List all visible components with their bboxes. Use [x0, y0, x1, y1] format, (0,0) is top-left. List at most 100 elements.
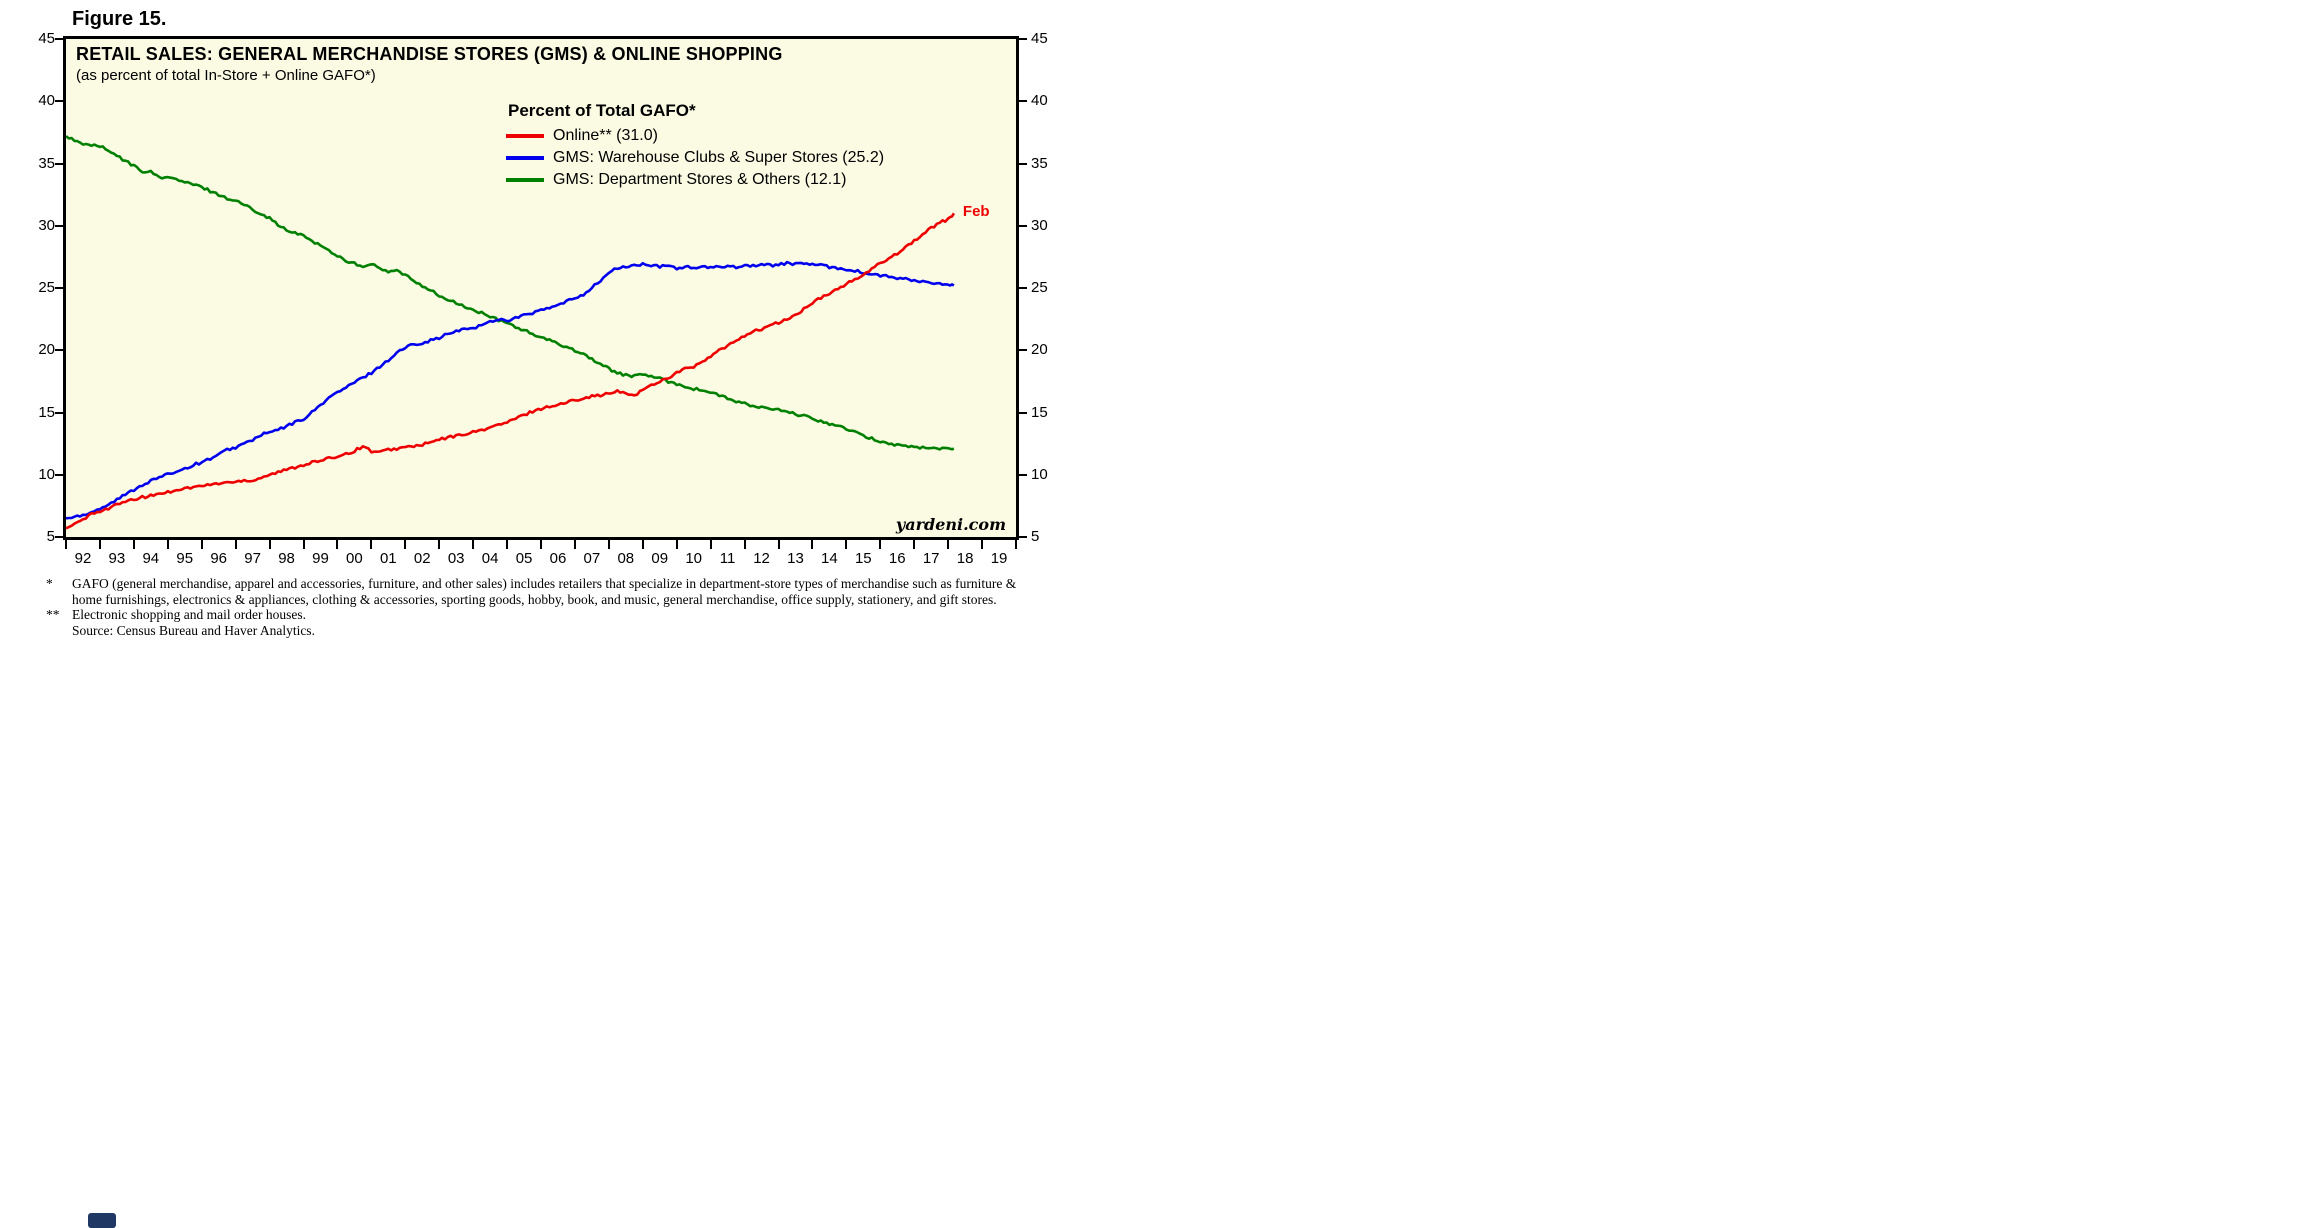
- y-axis-tick: [55, 162, 63, 165]
- y-axis-tick: [1019, 287, 1027, 289]
- y-axis-tick: [55, 349, 63, 352]
- legend-title: Percent of Total GAFO*: [508, 101, 696, 120]
- footnote-2: Source: Census Bureau and Haver Analytic…: [46, 623, 1036, 639]
- legend-label: Online** (31.0): [553, 127, 658, 144]
- legend-entry-2: GMS: Department Stores & Others (12.1): [506, 171, 884, 189]
- y-axis-tick: [55, 38, 63, 40]
- x-axis-label: 09: [651, 550, 669, 567]
- x-axis-label: 99: [312, 550, 329, 567]
- y-axis-label-right: 35: [1031, 154, 1048, 172]
- legend-swatch-icon: [506, 178, 544, 182]
- x-axis-tick: [234, 540, 237, 549]
- x-axis-label: 00: [346, 550, 363, 567]
- y-axis-label-right: 5: [1031, 528, 1040, 545]
- x-axis-label: 95: [176, 550, 194, 567]
- y-axis-label-right: 40: [1031, 92, 1048, 110]
- x-axis-tick: [336, 540, 339, 549]
- series-line-2: [66, 135, 955, 451]
- y-axis-tick: [1019, 162, 1027, 165]
- x-axis-tick: [709, 540, 712, 549]
- screen-corner-artifact: [88, 1213, 116, 1228]
- x-axis-label: 18: [956, 550, 974, 567]
- y-axis-label-left: 40: [38, 92, 55, 110]
- chart-subtitle: (as percent of total In-Store + Online G…: [76, 67, 376, 84]
- y-axis-tick: [1019, 473, 1027, 476]
- x-axis-tick: [947, 540, 950, 549]
- x-axis-label: 14: [821, 550, 838, 567]
- legend-entries: Online** (31.0) GMS: Warehouse Clubs & Su…: [506, 127, 884, 189]
- y-axis-label-right: 15: [1031, 403, 1048, 421]
- x-axis-label: 92: [74, 550, 92, 567]
- x-axis-tick: [438, 540, 441, 549]
- x-axis-tick: [607, 540, 610, 549]
- y-axis-label-right: 20: [1031, 341, 1048, 359]
- y-axis-label-left: 45: [38, 30, 55, 47]
- y-axis-label-right: 30: [1031, 216, 1048, 234]
- watermark: yardeni.com: [895, 515, 1006, 534]
- footnote-text: Electronic shopping and mail order house…: [72, 607, 306, 622]
- y-axis-tick: [55, 100, 63, 103]
- y-axis-label-right: 10: [1031, 465, 1048, 483]
- x-axis-label: 01: [379, 550, 397, 567]
- x-axis-tick: [675, 540, 678, 549]
- x-axis-tick: [200, 540, 203, 549]
- footnote-marker: *: [46, 576, 53, 591]
- y-axis-tick: [55, 473, 63, 476]
- x-axis-label: 93: [108, 550, 126, 567]
- x-axis-label: 16: [888, 550, 906, 567]
- x-axis-label: 06: [549, 550, 567, 567]
- y-axis-label-left: 15: [38, 403, 55, 421]
- y-axis-tick: [1019, 536, 1027, 538]
- y-axis-label-left: 30: [38, 216, 55, 234]
- y-axis-label-right: 45: [1031, 30, 1048, 47]
- footnote-0: * GAFO (general merchandise, apparel and …: [46, 576, 1036, 607]
- legend-entry-0: Online** (31.0): [506, 127, 884, 145]
- x-axis-tick: [166, 540, 169, 549]
- x-axis-label: 10: [685, 550, 703, 567]
- x-axis-tick: [913, 540, 916, 549]
- plot-area: RETAIL SALES: GENERAL MERCHANDISE STORES…: [63, 36, 1019, 540]
- x-axis-label: 02: [413, 550, 431, 567]
- x-axis-tick: [132, 540, 135, 549]
- footnote-marker: [46, 623, 72, 639]
- x-axis-tick: [1015, 540, 1017, 549]
- x-axis-tick: [65, 540, 67, 549]
- x-axis-label: 12: [753, 550, 770, 567]
- line-chart: [66, 135, 956, 530]
- x-axis-tick: [981, 540, 984, 549]
- legend: Percent of Total GAFO* Online** (31.0) GM…: [506, 101, 884, 193]
- series-end-label: Feb: [962, 203, 990, 221]
- x-axis-label: 13: [787, 550, 804, 567]
- legend-swatch-icon: [506, 134, 544, 138]
- y-axis-label-left: 5: [46, 528, 55, 545]
- y-axis-tick: [1019, 38, 1027, 40]
- chart-title: RETAIL SALES: GENERAL MERCHANDISE STORES…: [76, 44, 783, 64]
- legend-swatch-icon: [506, 156, 544, 160]
- y-axis-tick: [55, 536, 63, 538]
- y-axis-tick: [55, 224, 63, 227]
- x-axis-tick: [472, 540, 475, 549]
- x-axis-label: 04: [481, 550, 499, 567]
- x-axis-tick: [777, 540, 780, 549]
- x-axis-label: 19: [990, 550, 1008, 567]
- x-axis-label: 98: [278, 550, 295, 567]
- y-axis-label-left: 10: [38, 465, 55, 483]
- figure-label: Figure 15.: [72, 8, 167, 30]
- y-axis-tick: [1019, 224, 1027, 227]
- legend-label: GMS: Department Stores & Others (12.1): [553, 171, 847, 188]
- footnote-1: ** Electronic shopping and mail order hou…: [46, 607, 1036, 623]
- footnote-text: Source: Census Bureau and Haver Analytic…: [72, 622, 315, 638]
- x-axis-tick: [506, 540, 509, 549]
- x-axis-label: 94: [142, 550, 160, 567]
- footnote-marker: **: [46, 607, 60, 622]
- legend-entry-1: GMS: Warehouse Clubs & Super Stores (25.…: [506, 149, 884, 167]
- y-axis-label-left: 20: [38, 341, 55, 359]
- x-axis-tick: [879, 540, 882, 549]
- legend-label: GMS: Warehouse Clubs & Super Stores (25.…: [553, 149, 885, 166]
- x-axis-tick: [573, 540, 576, 549]
- y-axis-label-right: 25: [1031, 279, 1048, 296]
- y-axis-tick: [1019, 100, 1027, 103]
- x-axis-tick: [370, 540, 373, 549]
- y-axis-tick: [55, 411, 63, 414]
